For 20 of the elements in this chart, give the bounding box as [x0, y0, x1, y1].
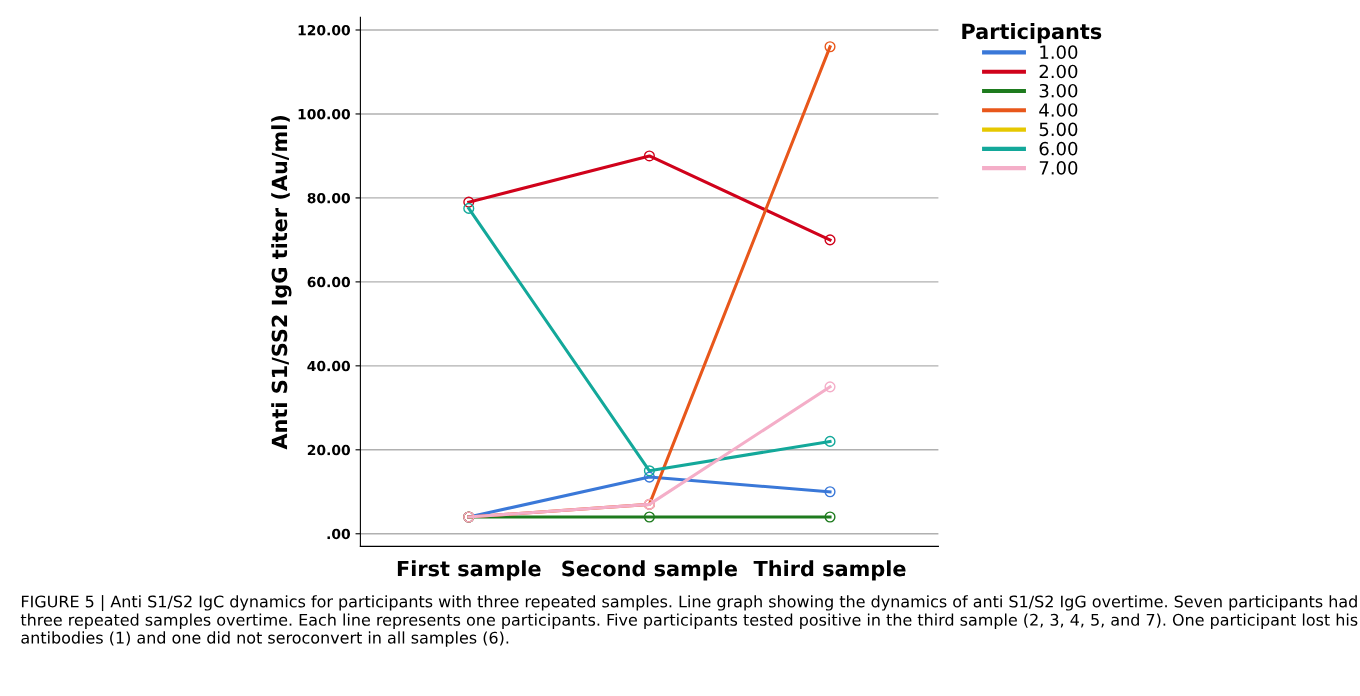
legend-label: 3.00 — [1039, 83, 1078, 98]
legend-label: 5.00 — [1039, 122, 1078, 137]
y-axis-title: Anti S1/SS2 IgG titer (Au/ml) — [271, 115, 292, 450]
x-tick-label: First sample — [397, 560, 541, 581]
y-tick-label: 60.00 — [307, 276, 351, 288]
legend-title: Participants — [962, 23, 1102, 44]
x-tick-label: Second sample — [562, 560, 737, 581]
legend-label: 6.00 — [1039, 141, 1078, 156]
caption: FIGURE 5 | Anti S1/S2 IgC dynamics for participants with three repeated samples. Line graph showing the dynamics of anti S1/S2 IgG overtime. Seven participants had three repeated samples overtime. Each line represents one participants. Five participants tested positive in the third sample (2, 3, 4, 5, and 7). One participant lost his antibodies (1) and one did not seroconvert in all samples (6). — [20, 595, 1358, 647]
y-tick-label: .00 — [327, 528, 351, 540]
y-tick-label: 100.00 — [298, 108, 351, 120]
y-tick-label: 120.00 — [298, 24, 351, 36]
legend-label: 2.00 — [1039, 64, 1078, 79]
legend-label: 1.00 — [1040, 45, 1078, 60]
legend-label: 7.00 — [1039, 161, 1078, 175]
x-tick-label: Third sample — [753, 560, 906, 581]
y-tick-label: 20.00 — [307, 444, 351, 456]
y-tick-label: 80.00 — [307, 192, 351, 204]
legend-label: 4.00 — [1039, 103, 1078, 117]
y-tick-label: 40.00 — [307, 360, 351, 372]
